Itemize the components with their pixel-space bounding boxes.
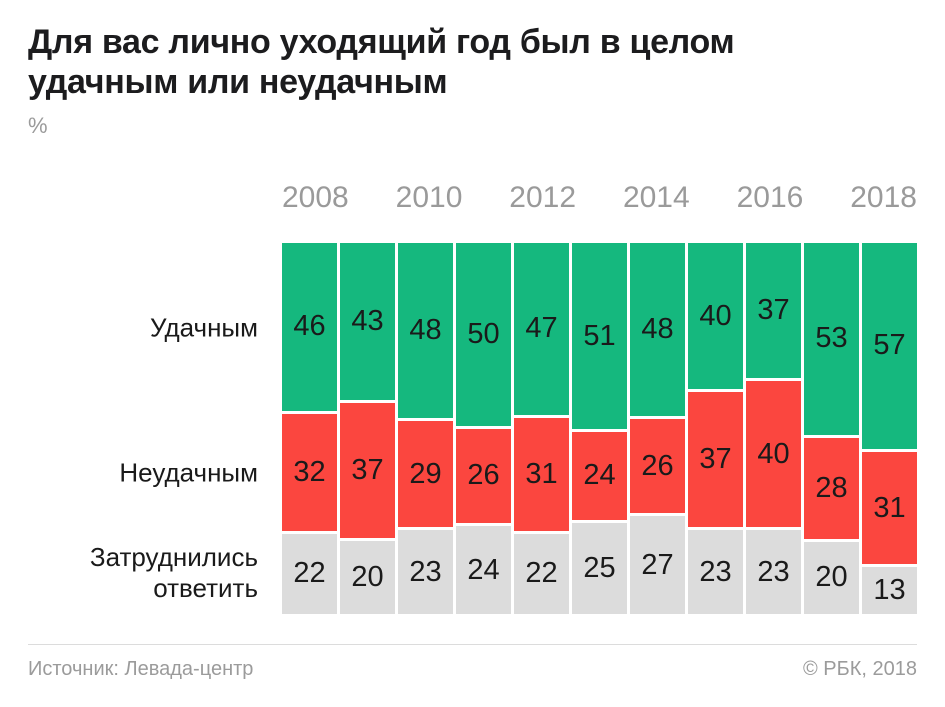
category-labels: Удачным Неудачным Затруднились ответить bbox=[28, 243, 282, 614]
bar-segment: 25 bbox=[572, 522, 627, 614]
segment-value-label: 24 bbox=[467, 553, 500, 586]
bar-segment: 28 bbox=[804, 437, 859, 539]
segment-value-label: 53 bbox=[815, 322, 848, 355]
bar-2015: 40 37 23 bbox=[688, 243, 743, 614]
year-tick-2014: 2014 bbox=[622, 181, 690, 214]
segment-value-label: 26 bbox=[467, 459, 500, 492]
bar-segment: 37 bbox=[746, 243, 801, 379]
segment-value-label: 23 bbox=[409, 555, 442, 588]
bar-segment: 40 bbox=[688, 243, 743, 389]
bar-segment: 43 bbox=[340, 243, 395, 400]
segment-value-label: 25 bbox=[583, 551, 616, 584]
year-tick-2016: 2016 bbox=[736, 181, 804, 214]
segment-value-label: 51 bbox=[583, 319, 616, 352]
bar-segment: 47 bbox=[514, 243, 569, 415]
segment-value-label: 37 bbox=[699, 443, 732, 476]
bar-segment: 57 bbox=[862, 243, 917, 449]
year-tick-2012: 2012 bbox=[509, 181, 577, 214]
segment-value-label: 20 bbox=[815, 561, 848, 594]
bar-segment: 24 bbox=[456, 526, 511, 614]
segment-value-label: 27 bbox=[641, 548, 674, 581]
chart-body: Удачным Неудачным Затруднились ответить 46… bbox=[28, 243, 917, 614]
bars-area: 46 32 22 43 37 20 48 29 23 50 26 24 47 31 22 51 24 25 48 26… bbox=[282, 243, 917, 614]
segment-value-label: 23 bbox=[757, 555, 790, 588]
segment-value-label: 26 bbox=[641, 449, 674, 482]
units-label: % bbox=[28, 113, 48, 138]
bar-segment: 51 bbox=[572, 243, 627, 430]
bar-2008: 46 32 22 bbox=[282, 243, 337, 614]
bar-segment: 31 bbox=[514, 417, 569, 531]
segment-value-label: 28 bbox=[815, 471, 848, 504]
segment-value-label: 20 bbox=[351, 561, 384, 593]
segment-value-label: 37 bbox=[351, 453, 384, 486]
segment-value-label: 47 bbox=[525, 312, 558, 345]
segment-value-label: 13 bbox=[873, 574, 906, 606]
stacked-bar-chart: 2008 2010 2012 2014 2016 2018 Удачным Неудачны… bbox=[28, 138, 917, 614]
segment-value-label: 24 bbox=[583, 459, 616, 492]
segment-value-label: 22 bbox=[293, 557, 326, 590]
header: Для вас лично уходящий год был в целом у… bbox=[28, 0, 917, 138]
segment-value-label: 48 bbox=[409, 314, 442, 347]
bar-2011: 50 26 24 bbox=[456, 243, 511, 614]
bar-2010: 48 29 23 bbox=[398, 243, 453, 614]
bar-2013: 51 24 25 bbox=[572, 243, 627, 614]
bar-segment: 26 bbox=[456, 428, 511, 524]
category-label: Затруднились ответить bbox=[89, 542, 258, 604]
bar-2017: 53 28 20 bbox=[804, 243, 859, 614]
bar-segment: 40 bbox=[746, 381, 801, 528]
segment-value-label: 48 bbox=[641, 313, 674, 346]
bar-segment: 50 bbox=[456, 243, 511, 426]
segment-value-label: 57 bbox=[873, 329, 906, 362]
bar-segment: 13 bbox=[862, 567, 917, 614]
footer-divider bbox=[28, 644, 917, 645]
segment-value-label: 31 bbox=[525, 457, 558, 490]
bar-2014: 48 26 27 bbox=[630, 243, 685, 614]
segment-value-label: 31 bbox=[873, 491, 906, 524]
bar-segment: 20 bbox=[804, 541, 859, 614]
category-label: Неудачным bbox=[119, 457, 258, 488]
source-label: Источник: Левада-центр bbox=[28, 658, 254, 680]
bar-2012: 47 31 22 bbox=[514, 243, 569, 614]
bar-segment: 24 bbox=[572, 432, 627, 520]
bar-segment: 23 bbox=[688, 530, 743, 614]
segment-value-label: 37 bbox=[757, 294, 790, 327]
copyright-label: © РБК, 2018 bbox=[802, 658, 917, 680]
bar-segment: 22 bbox=[282, 533, 337, 614]
bar-segment: 32 bbox=[282, 413, 337, 531]
year-tick-2018: 2018 bbox=[850, 181, 917, 214]
bar-segment: 22 bbox=[514, 533, 569, 614]
year-tick-2008: 2008 bbox=[282, 181, 349, 214]
bar-2009: 43 37 20 bbox=[340, 243, 395, 614]
segment-value-label: 29 bbox=[409, 457, 442, 490]
segment-value-label: 32 bbox=[293, 455, 326, 488]
bar-segment: 23 bbox=[746, 530, 801, 614]
category-label: Удачным bbox=[149, 312, 258, 343]
year-tick-2010: 2010 bbox=[395, 181, 463, 214]
bar-segment: 29 bbox=[398, 421, 453, 528]
bar-segment: 37 bbox=[688, 392, 743, 528]
bar-segment: 27 bbox=[630, 516, 685, 614]
bar-segment: 48 bbox=[398, 243, 453, 419]
bar-segment: 20 bbox=[340, 541, 395, 614]
segment-value-label: 46 bbox=[293, 310, 326, 343]
bar-2016: 37 40 23 bbox=[746, 243, 801, 614]
segment-value-label: 50 bbox=[467, 317, 500, 350]
bar-segment: 26 bbox=[630, 419, 685, 514]
bar-segment: 23 bbox=[398, 530, 453, 614]
segment-value-label: 40 bbox=[699, 299, 732, 332]
bar-2018: 57 31 13 bbox=[862, 243, 917, 614]
year-axis: 2008 2010 2012 2014 2016 2018 bbox=[282, 138, 917, 213]
footer: Источник: Левада-центр © РБК, 2018 bbox=[28, 645, 917, 681]
bar-segment: 37 bbox=[340, 402, 395, 538]
bar-segment: 48 bbox=[630, 243, 685, 417]
segment-value-label: 22 bbox=[525, 557, 558, 590]
bar-segment: 31 bbox=[862, 451, 917, 565]
segment-value-label: 23 bbox=[699, 555, 732, 588]
segment-value-label: 40 bbox=[757, 437, 790, 470]
bar-segment: 53 bbox=[804, 243, 859, 435]
page-title: Для вас лично уходящий год был в целом у… bbox=[28, 23, 735, 101]
bar-segment: 46 bbox=[282, 243, 337, 411]
segment-value-label: 43 bbox=[351, 304, 384, 337]
